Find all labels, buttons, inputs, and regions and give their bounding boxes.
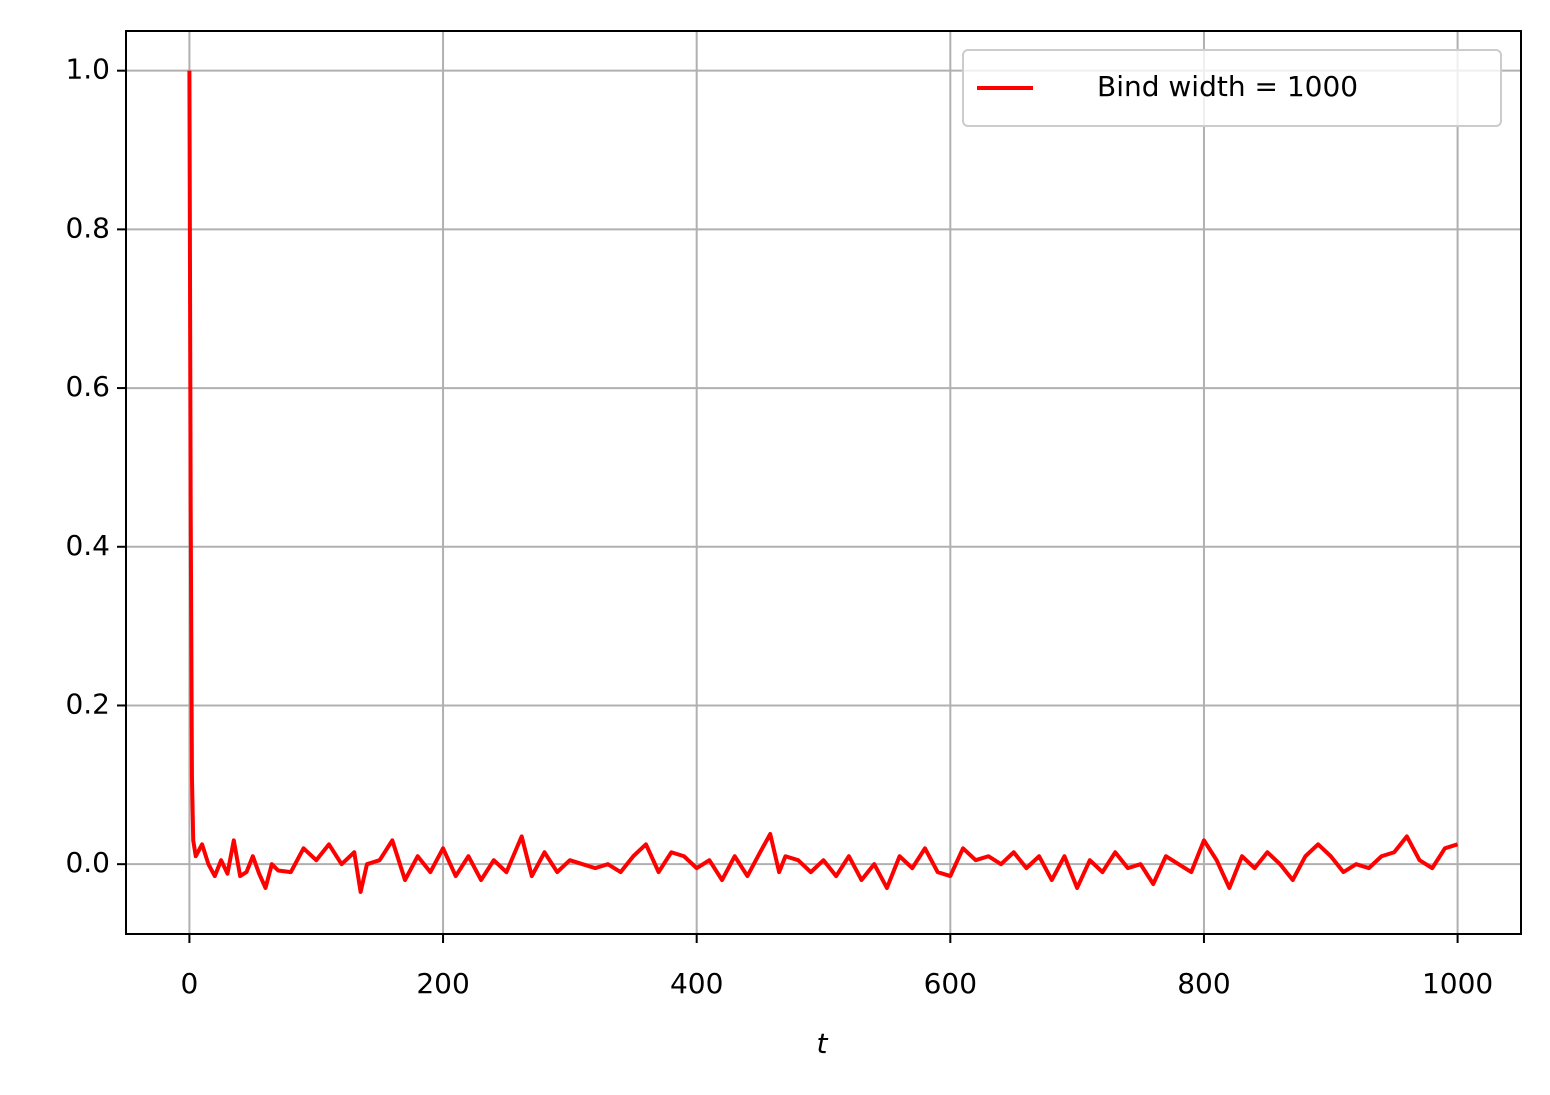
x-tick-label: 600 (924, 967, 977, 1000)
x-tick-label: 400 (670, 967, 723, 1000)
x-tick-label: 0 (180, 967, 198, 1000)
plot-frame (125, 30, 1522, 935)
legend-box (962, 49, 1502, 127)
y-tick-label: 0.0 (65, 846, 110, 879)
line-series (187, 70, 1459, 894)
y-tick-label: 0.6 (65, 370, 110, 403)
y-tick-label: 0.2 (65, 687, 110, 720)
y-tick-label: 0.8 (65, 211, 110, 244)
x-tick-label: 200 (416, 967, 469, 1000)
legend-label: Bind width = 1000 (1097, 70, 1358, 103)
x-axis-label: t (817, 1027, 829, 1060)
x-tick-label: 1000 (1422, 967, 1493, 1000)
y-tick-label: 1.0 (65, 53, 110, 86)
y-tick-label: 0.4 (65, 529, 110, 562)
x-tick-label: 800 (1177, 967, 1230, 1000)
